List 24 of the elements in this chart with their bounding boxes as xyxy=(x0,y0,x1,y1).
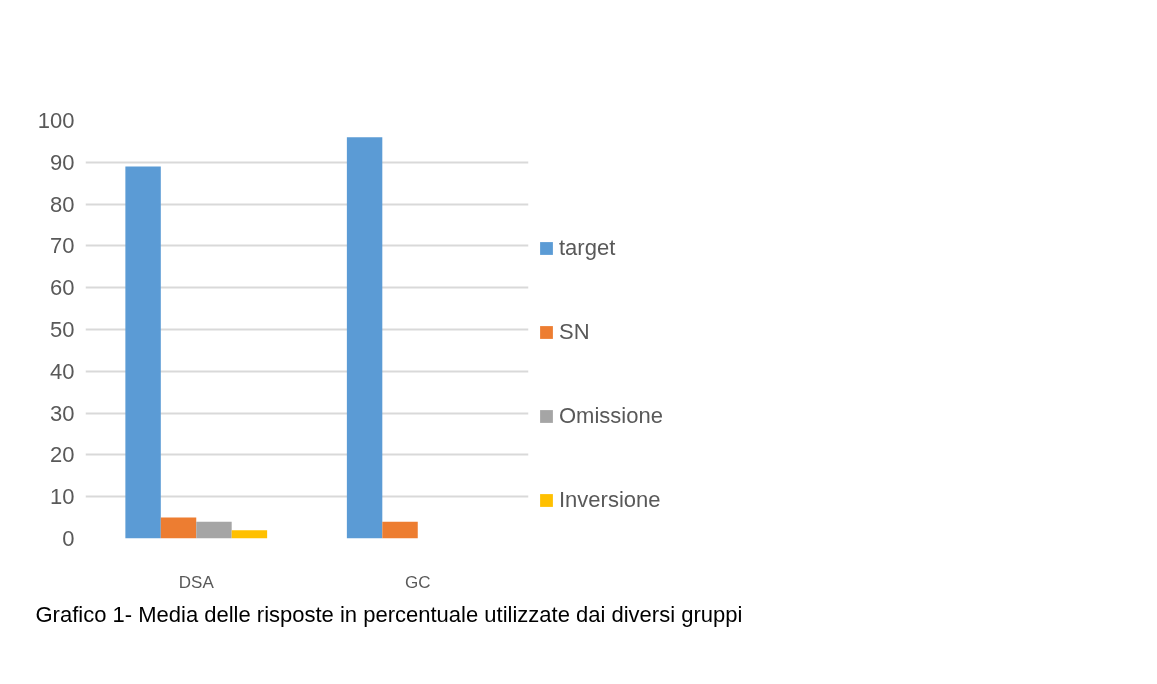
x-tick-label: GC xyxy=(405,572,431,592)
legend-label: Inversione xyxy=(559,487,661,513)
text: Grafico 1- Media delle risposte in percentuale utilizzate dai diversi gruppi xyxy=(35,601,743,627)
y-tick-label: 100 xyxy=(37,108,75,133)
legend-label: Omissione xyxy=(559,403,663,429)
y-tick-label: 30 xyxy=(50,400,75,426)
y-tick-label: 40 xyxy=(50,358,75,384)
y-tick-label: 0 xyxy=(62,526,75,551)
y-tick-label: 20 xyxy=(50,442,75,468)
bar xyxy=(346,137,383,539)
bar xyxy=(125,166,161,539)
bar xyxy=(160,517,197,539)
y-tick-label: 80 xyxy=(50,191,75,217)
x-tick-label: DSA xyxy=(178,572,215,592)
y-tick-label: 50 xyxy=(50,317,75,342)
y-tick-label: 70 xyxy=(50,233,75,259)
y-tick-label: 60 xyxy=(50,275,75,301)
legend-label: SN xyxy=(559,319,590,345)
bar xyxy=(231,530,268,539)
y-tick-label: 10 xyxy=(50,484,75,510)
y-tick-label: 90 xyxy=(50,149,75,175)
bar xyxy=(196,521,232,539)
legend-label: target xyxy=(559,235,616,261)
bar xyxy=(382,521,418,539)
